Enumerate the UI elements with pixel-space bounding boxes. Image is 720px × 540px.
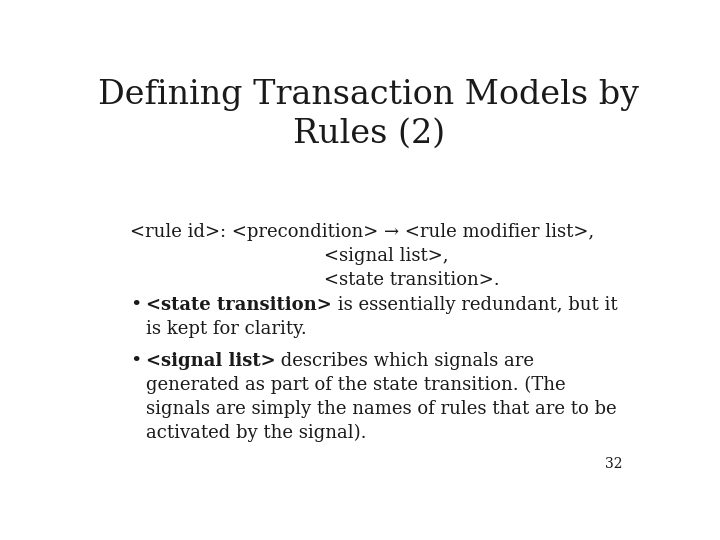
Text: •: • — [130, 352, 142, 370]
Text: describes which signals are: describes which signals are — [276, 352, 534, 370]
Text: <state transition>: <state transition> — [145, 295, 331, 314]
Text: •: • — [130, 295, 142, 314]
Text: <signal list>: <signal list> — [145, 352, 276, 370]
Text: <signal list>,: <signal list>, — [324, 247, 449, 265]
Text: Defining Transaction Models by
Rules (2): Defining Transaction Models by Rules (2) — [99, 79, 639, 150]
Text: signals are simply the names of rules that are to be: signals are simply the names of rules th… — [145, 400, 616, 418]
Text: is essentially redundant, but it: is essentially redundant, but it — [331, 295, 617, 314]
Text: generated as part of the state transition. (The: generated as part of the state transitio… — [145, 376, 565, 394]
Text: activated by the signal).: activated by the signal). — [145, 424, 366, 442]
Text: 32: 32 — [606, 457, 623, 471]
Text: <state transition>.: <state transition>. — [324, 271, 500, 289]
Text: is kept for clarity.: is kept for clarity. — [145, 320, 307, 338]
Text: <rule id>: <precondition> → <rule modifier list>,: <rule id>: <precondition> → <rule modifi… — [130, 223, 594, 241]
